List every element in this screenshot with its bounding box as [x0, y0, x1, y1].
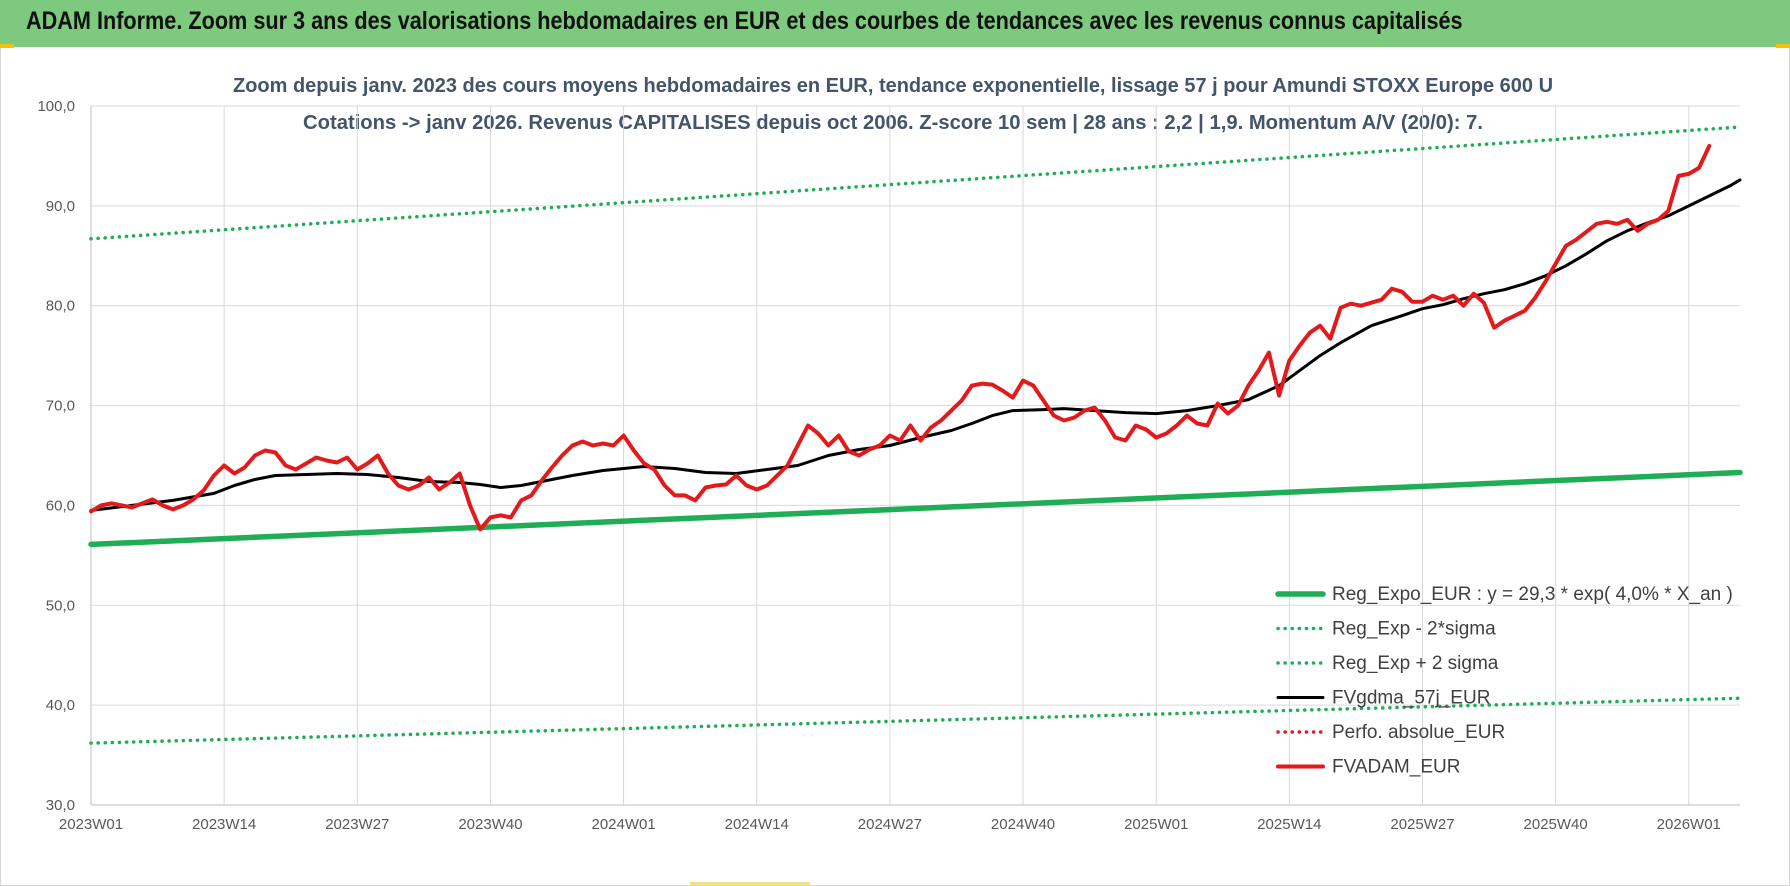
x-tick-label: 2026W01	[1657, 816, 1721, 833]
legend-label-2: Reg_Exp + 2 sigma	[1332, 653, 1499, 674]
y-tick-label: 90,0	[46, 198, 75, 215]
x-tick-label: 2023W14	[192, 816, 256, 833]
x-tick-label: 2025W14	[1257, 816, 1321, 833]
y-tick-label: 70,0	[46, 398, 75, 415]
y-tick-label: 60,0	[46, 497, 75, 514]
legend-label-1: Reg_Exp - 2*sigma	[1332, 619, 1496, 640]
series-line-1	[89, 696, 1742, 745]
x-tick-label: 2024W40	[991, 816, 1055, 833]
header-bar: ADAM Informe. Zoom sur 3 ans des valoris…	[0, 0, 1790, 47]
axis-layer: 30,0 40,0 50,0 60,0 70,0 80,0 90,0 100,0 2023W01…	[37, 98, 1740, 833]
x-tick-label: 2023W40	[458, 816, 522, 833]
y-tick-label: 30,0	[46, 797, 75, 814]
y-tick-label: 80,0	[46, 298, 75, 315]
x-tick-label: 2024W01	[591, 816, 655, 833]
x-tick-label: 2025W40	[1524, 816, 1588, 833]
x-tick-label: 2023W01	[59, 816, 123, 833]
series-line-3	[89, 178, 1742, 512]
x-tick-label: 2025W01	[1124, 816, 1188, 833]
series-line-0	[88, 469, 1743, 548]
series-line-5	[89, 143, 1712, 532]
series-layer	[88, 125, 1743, 745]
y-tick-label: 100,0	[37, 98, 75, 115]
legend-label-4: Perfo. absolue_EUR	[1332, 722, 1505, 743]
series-line-2	[89, 125, 1742, 241]
x-tick-label: 2024W27	[858, 816, 922, 833]
x-tick-label: 2024W14	[725, 816, 789, 833]
chart-subtitle-line-2: Cotations -> janv 2026. Revenus CAPITALI…	[303, 112, 1483, 134]
y-tick-label: 50,0	[46, 597, 75, 614]
x-tick-label: 2023W27	[325, 816, 389, 833]
legend-label-3: FVgdma_57j_EUR	[1332, 688, 1490, 709]
header-accent-right	[1776, 44, 1790, 48]
bottom-accent	[690, 882, 810, 886]
y-tick-label: 40,0	[46, 697, 75, 714]
grid-layer	[90, 105, 1740, 806]
header-accent-left	[0, 44, 14, 48]
legend-label-5: FVADAM_EUR	[1332, 757, 1460, 778]
legend: Reg_Expo_EUR : y = 29,3 * exp( 4,0% * X_…	[1275, 584, 1733, 778]
page-title: ADAM Informe. Zoom sur 3 ans des valoris…	[26, 7, 1463, 35]
x-tick-label: 2025W27	[1390, 816, 1454, 833]
chart-subtitle-line-1: Zoom depuis janv. 2023 des cours moyens …	[233, 75, 1553, 97]
legend-label-0: Reg_Expo_EUR : y = 29,3 * exp( 4,0% * X_…	[1332, 584, 1733, 605]
